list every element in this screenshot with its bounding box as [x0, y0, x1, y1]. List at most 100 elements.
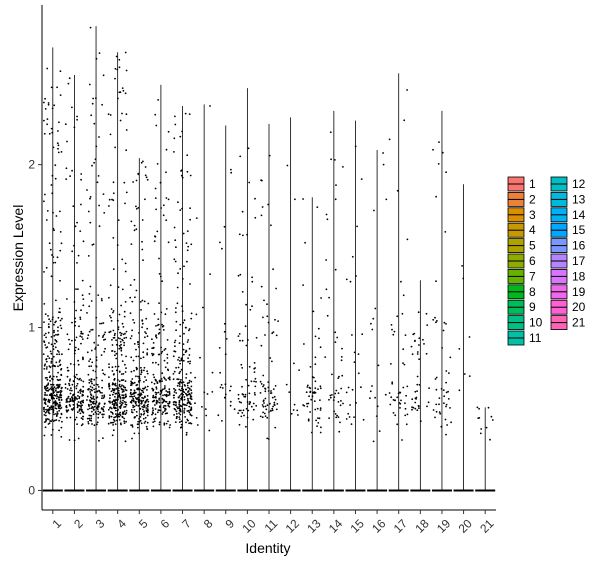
data-point	[61, 420, 63, 423]
data-point	[130, 409, 133, 411]
data-point	[369, 390, 372, 393]
data-point	[57, 407, 60, 409]
data-point	[65, 178, 68, 181]
data-point	[98, 402, 101, 405]
data-point	[49, 248, 52, 251]
data-point	[112, 329, 115, 332]
data-point	[47, 355, 49, 357]
data-point	[450, 421, 452, 424]
data-point	[173, 226, 176, 229]
data-point	[98, 439, 100, 442]
data-point	[334, 159, 336, 161]
data-point	[318, 417, 321, 420]
data-point	[101, 413, 103, 416]
data-point	[74, 339, 76, 341]
data-point	[140, 357, 142, 360]
data-point	[165, 390, 168, 392]
data-point	[167, 198, 170, 201]
data-point	[59, 279, 61, 282]
data-point	[416, 375, 419, 378]
data-point	[336, 336, 339, 339]
data-point	[188, 329, 190, 332]
data-point	[240, 415, 243, 418]
data-point	[160, 311, 163, 314]
data-point	[113, 334, 116, 337]
data-point	[468, 375, 471, 377]
data-point	[114, 399, 117, 402]
data-point	[307, 419, 310, 422]
data-point	[86, 189, 88, 191]
x-tick-label: 14	[326, 516, 346, 536]
data-point	[73, 375, 76, 378]
data-point	[58, 353, 61, 356]
data-point	[334, 268, 337, 271]
data-point	[87, 334, 90, 337]
data-point	[188, 328, 191, 330]
data-point	[439, 412, 442, 415]
data-point	[150, 381, 153, 384]
data-point	[307, 402, 310, 405]
data-point	[181, 207, 184, 210]
data-point	[124, 363, 126, 366]
data-point	[70, 389, 73, 392]
data-point	[44, 403, 47, 405]
data-point	[133, 416, 136, 419]
data-point	[175, 246, 177, 249]
data-point	[146, 335, 149, 338]
data-point	[314, 363, 317, 366]
data-point	[76, 118, 78, 121]
data-point	[161, 413, 164, 415]
data-point	[76, 115, 78, 118]
data-point	[293, 403, 296, 406]
data-point	[44, 394, 46, 396]
data-point	[313, 376, 315, 379]
data-point	[43, 368, 46, 370]
legend-label: 6	[529, 254, 536, 268]
data-point	[111, 400, 114, 403]
data-point	[133, 369, 135, 372]
data-point	[412, 406, 415, 409]
data-point	[160, 392, 163, 394]
data-point	[102, 193, 105, 196]
data-point	[71, 106, 73, 109]
data-point	[109, 397, 111, 400]
data-point	[50, 127, 53, 130]
data-point	[108, 376, 110, 378]
data-point	[120, 403, 123, 406]
data-point	[168, 388, 171, 391]
data-point	[189, 360, 192, 363]
data-point	[52, 405, 55, 408]
data-point	[166, 357, 169, 359]
data-point	[121, 394, 124, 397]
data-point	[109, 394, 111, 397]
data-point	[123, 341, 126, 344]
data-point	[354, 145, 357, 148]
data-point	[69, 400, 72, 403]
data-point	[76, 262, 78, 264]
data-point	[130, 401, 133, 403]
data-point	[77, 254, 80, 257]
data-point	[51, 377, 53, 380]
data-point	[155, 361, 157, 364]
data-point	[187, 339, 190, 341]
data-point	[188, 379, 191, 382]
data-point	[183, 265, 185, 268]
data-point	[133, 389, 136, 392]
data-point	[261, 179, 263, 182]
data-point	[114, 67, 117, 70]
data-point	[114, 365, 117, 368]
data-point	[58, 361, 61, 363]
data-point	[242, 409, 245, 412]
data-point	[335, 184, 337, 187]
data-point	[238, 401, 241, 403]
data-point	[45, 408, 47, 411]
data-point	[166, 353, 169, 356]
data-point	[125, 412, 128, 414]
data-point	[76, 423, 78, 425]
data-point	[179, 410, 182, 413]
legend-item-4: 4	[507, 222, 536, 238]
data-point	[241, 210, 244, 213]
data-point	[183, 332, 185, 335]
data-point	[175, 366, 178, 369]
data-point	[162, 204, 165, 207]
